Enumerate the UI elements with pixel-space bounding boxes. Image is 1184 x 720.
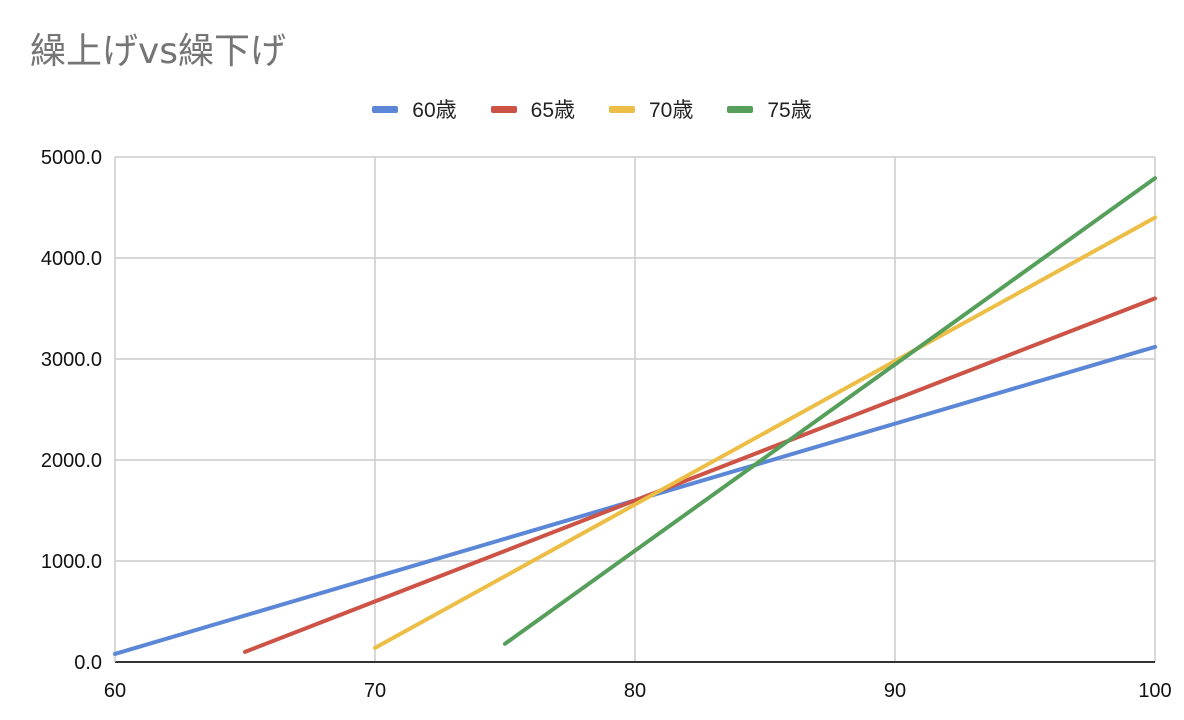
x-tick-label-3: 90 [884,680,906,702]
x-tick-label-2: 80 [624,680,646,702]
legend-item-60[interactable]: 60歳 [372,94,457,124]
legend: 60歳 65歳 70歳 75歳 [0,94,1184,124]
legend-swatch-65 [490,105,517,113]
legend-swatch-70 [609,105,635,113]
y-tick-label-1: 1000.0 [41,551,102,573]
series-lines [113,176,1157,656]
tick-labels: 0.0 1000.0 2000.0 3000.0 4000.0 5000.0 60 70 80 9… [41,147,1172,702]
x-tick-label-1: 70 [364,680,386,702]
legend-label-60: 60歳 [412,99,457,122]
y-tick-label-0: 0.0 [74,652,102,674]
series-line-70歳 [373,215,1157,650]
series-line-75歳 [503,176,1157,646]
y-tick-label-2: 2000.0 [41,450,102,472]
x-tick-label-0: 60 [104,680,126,702]
y-tick-label-3: 3000.0 [41,349,102,371]
axes [114,157,1155,663]
chart-title: 繰上げvs繰下げ [30,31,287,72]
y-tick-label-4: 4000.0 [41,248,102,270]
x-tick-label-4: 100 [1138,680,1171,702]
legend-label-70: 70歳 [649,99,694,122]
legend-swatch-75 [727,105,754,113]
legend-label-75: 75歳 [767,99,812,122]
series-line-65歳 [243,296,1157,654]
legend-item-75[interactable]: 75歳 [727,94,812,124]
legend-item-65[interactable]: 65歳 [490,94,575,124]
y-tick-label-5: 5000.0 [41,147,102,169]
legend-swatch-60 [372,105,399,113]
grid [115,156,1156,662]
legend-item-70[interactable]: 70歳 [609,94,693,124]
legend-label-65: 65歳 [530,99,575,122]
